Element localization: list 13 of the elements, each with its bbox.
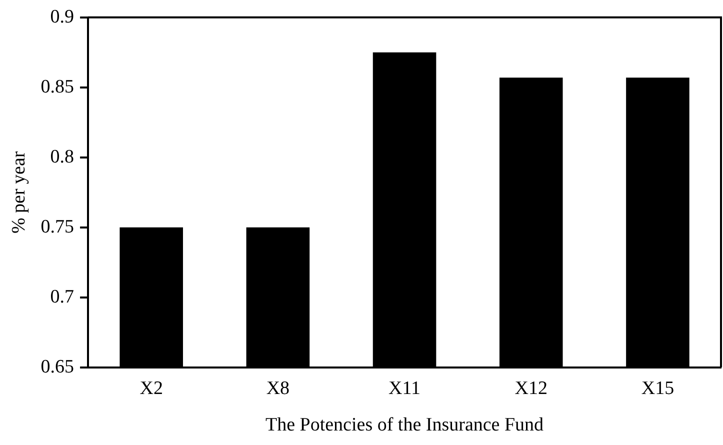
- x-tick-label: X11: [388, 378, 421, 399]
- y-axis-title: % per year: [8, 150, 30, 234]
- y-tick-label: 0.65: [40, 356, 74, 378]
- x-axis-title: The Potencies of the Insurance Fund: [265, 414, 544, 436]
- y-tick-label: 0.8: [50, 146, 74, 168]
- x-tick-label: X2: [140, 378, 163, 399]
- y-tick-label: 0.9: [50, 6, 74, 28]
- y-tick-label: 0.7: [50, 286, 74, 308]
- x-tick-label: X8: [266, 378, 290, 399]
- x-tick-label: X15: [641, 378, 674, 399]
- y-tick-label: 0.75: [40, 216, 74, 238]
- y-tick-label: 0.85: [40, 76, 74, 98]
- x-tick-label: X12: [514, 378, 548, 399]
